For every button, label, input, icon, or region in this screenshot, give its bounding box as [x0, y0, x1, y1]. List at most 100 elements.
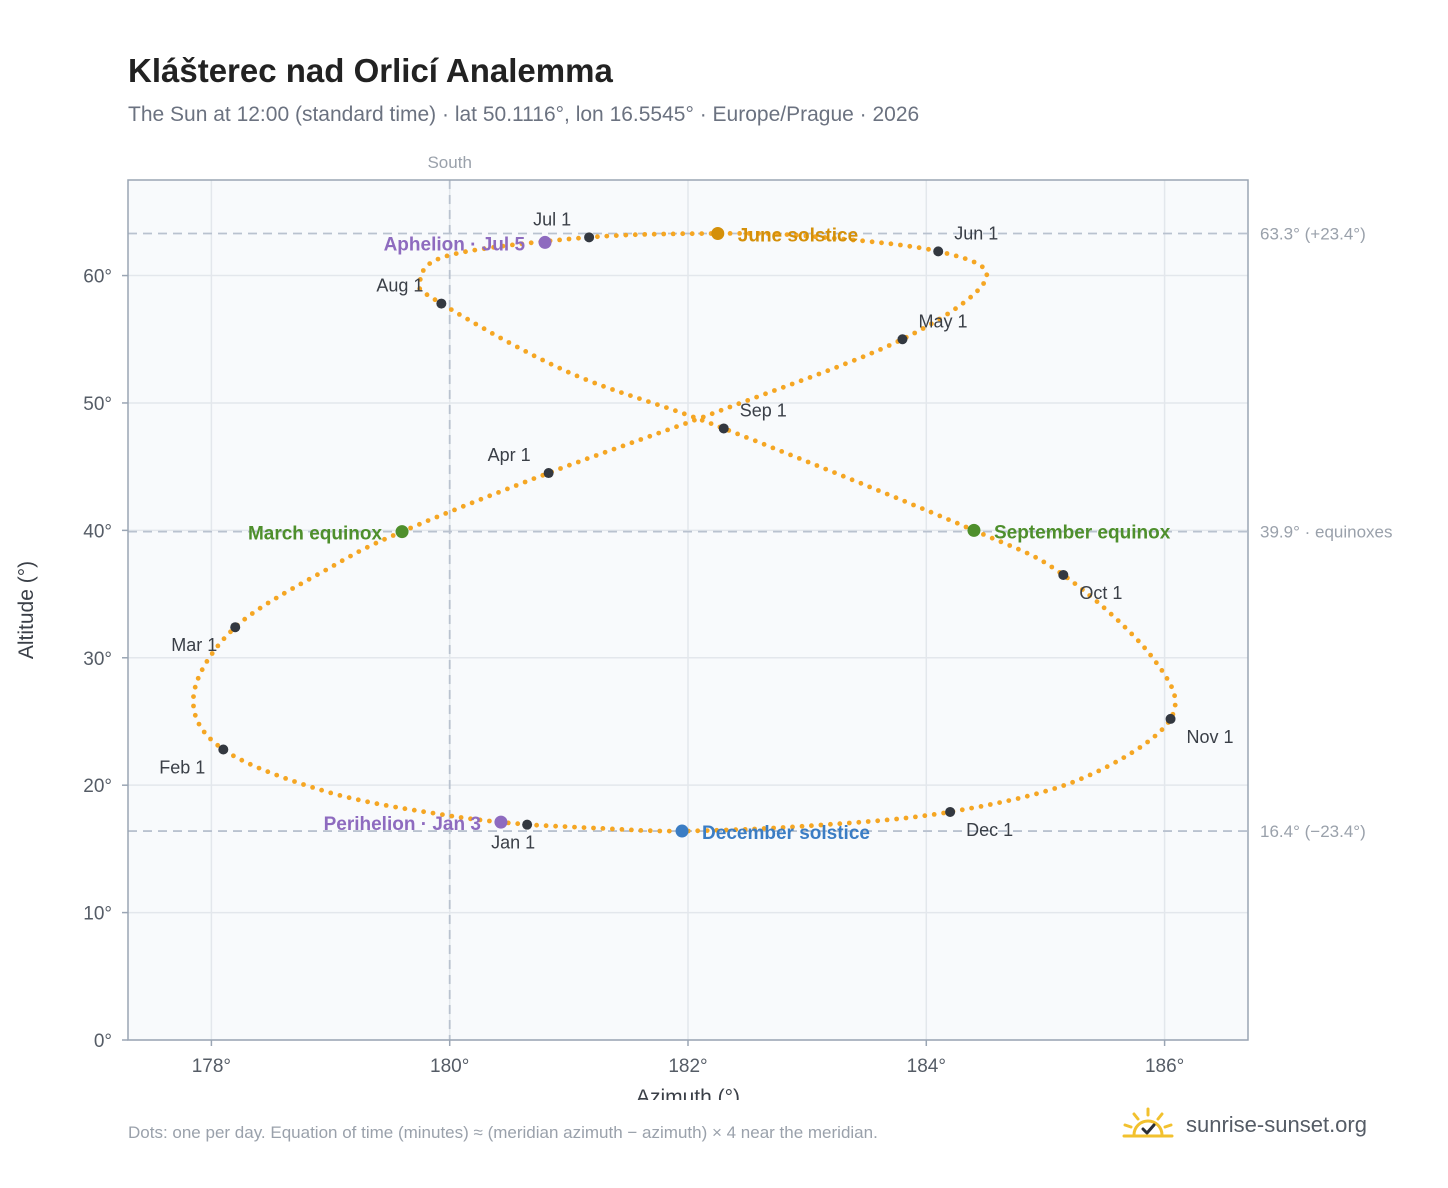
daily-sun-dot: [247, 761, 253, 767]
daily-sun-dot: [1016, 546, 1021, 552]
daily-sun-dot: [959, 807, 965, 813]
analemma-curve: [191, 231, 1178, 834]
daily-sun-dot: [771, 825, 776, 831]
event-marker-label: September equinox: [994, 522, 1171, 543]
daily-sun-dot: [383, 803, 389, 808]
y-tick-label: 0°: [94, 1031, 112, 1052]
daily-sun-dot: [435, 256, 441, 262]
daily-sun-dot: [828, 821, 833, 827]
daily-sun-dot: [613, 233, 619, 239]
reference-label: 39.9° · equinoxes: [1260, 523, 1393, 542]
daily-sun-dot: [946, 517, 951, 522]
daily-sun-dot: [469, 500, 475, 506]
month-marker-label: Feb 1: [159, 758, 205, 778]
month-marker-label: Mar 1: [171, 635, 217, 655]
daily-sun-dot: [860, 354, 866, 360]
daily-sun-dot: [574, 373, 580, 379]
daily-sun-dot: [975, 288, 980, 294]
daily-sun-dot: [912, 330, 918, 336]
daily-sun-dot: [356, 549, 362, 554]
event-marker-label: Aphelion · Jul 5: [384, 234, 526, 255]
daily-sun-dot: [752, 826, 757, 832]
event-marker-dot: [494, 815, 508, 829]
daily-sun-dot: [602, 449, 608, 455]
daily-sun-dot: [1087, 772, 1093, 778]
daily-sun-dot: [788, 452, 793, 458]
event-marker-dot: [538, 235, 552, 249]
daily-sun-dot: [505, 486, 510, 492]
daily-sun-dot: [953, 306, 958, 312]
daily-sun-dot: [1172, 702, 1178, 708]
daily-sun-dot: [583, 377, 589, 382]
daily-sun-dot: [799, 823, 805, 829]
daily-sun-dot: [487, 493, 493, 499]
daily-sun-dot: [745, 398, 751, 403]
daily-sun-dot: [417, 521, 422, 527]
daily-sun-dot: [984, 272, 990, 278]
daily-sun-dot: [704, 828, 710, 833]
daily-sun-dot: [292, 779, 297, 784]
daily-sun-dot: [443, 511, 449, 516]
daily-sun-dot: [449, 813, 455, 819]
daily-sun-dot: [575, 459, 581, 465]
daily-sun-dot: [832, 470, 837, 475]
daily-sun-dot: [531, 476, 537, 481]
plot-frame: [127, 179, 1249, 1041]
daily-sun-dot: [736, 401, 742, 407]
daily-sun-dot: [816, 371, 822, 377]
daily-sun-dot: [600, 826, 606, 831]
daily-sun-dot: [709, 411, 715, 417]
daily-sun-dot: [355, 797, 361, 803]
daily-sun-dot: [1122, 624, 1128, 630]
daily-sun-dot: [818, 822, 824, 828]
daily-sun-dot: [837, 821, 843, 827]
month-marker-label: Jun 1: [954, 223, 998, 243]
daily-sun-dot: [780, 384, 786, 390]
daily-sun-dot: [534, 822, 539, 828]
daily-sun-dot: [249, 611, 255, 616]
daily-sun-dot: [489, 331, 495, 336]
daily-sun-dot: [515, 821, 521, 827]
daily-sun-dot: [733, 827, 739, 833]
daily-sun-dot: [1006, 798, 1012, 803]
daily-sun-dot: [337, 793, 343, 798]
footnote: Dots: one per day. Equation of time (min…: [128, 1123, 878, 1142]
daily-sun-dot: [761, 441, 767, 447]
daily-sun-dot: [849, 477, 855, 483]
daily-sun-dot: [789, 381, 795, 387]
brand-logo[interactable]: sunrise-sunset.org: [1120, 1100, 1367, 1150]
daily-sun-dot: [998, 539, 1004, 545]
daily-sun-dot: [1159, 668, 1165, 673]
daily-sun-dot: [699, 231, 705, 237]
daily-sun-dot: [756, 231, 761, 236]
daily-sun-dot: [620, 443, 626, 449]
daily-sun-dot: [809, 823, 814, 829]
daily-sun-dot: [315, 572, 320, 578]
daily-sun-dot: [402, 806, 408, 812]
y-tick-label: 10°: [83, 904, 112, 925]
month-marker-dot: [718, 423, 729, 434]
daily-sun-dot: [440, 812, 445, 817]
daily-sun-dot: [215, 643, 221, 649]
daily-sun-dot: [1129, 631, 1135, 637]
daily-sun-dot: [199, 667, 205, 673]
daily-sun-dot: [581, 825, 587, 830]
event-marker-label: December solstice: [702, 823, 870, 844]
daily-sun-dot: [657, 828, 663, 834]
daily-sun-dot: [221, 636, 227, 642]
daily-sun-dot: [987, 802, 993, 807]
daily-sun-dot: [364, 544, 370, 550]
daily-sun-dot: [735, 431, 740, 437]
daily-sun-dot: [822, 235, 828, 240]
event-marker-label: June solstice: [738, 226, 858, 247]
daily-sun-dot: [673, 408, 678, 414]
daily-sun-dot: [215, 742, 221, 748]
daily-sun-dot: [695, 828, 701, 834]
daily-sun-dot: [727, 231, 733, 236]
daily-sun-dot: [860, 238, 865, 244]
month-marker-dot: [543, 468, 554, 479]
daily-sun-dot: [656, 430, 662, 436]
daily-sun-dot: [191, 694, 196, 699]
sun-check-icon: [1122, 1107, 1174, 1138]
daily-sun-dot: [941, 810, 946, 816]
